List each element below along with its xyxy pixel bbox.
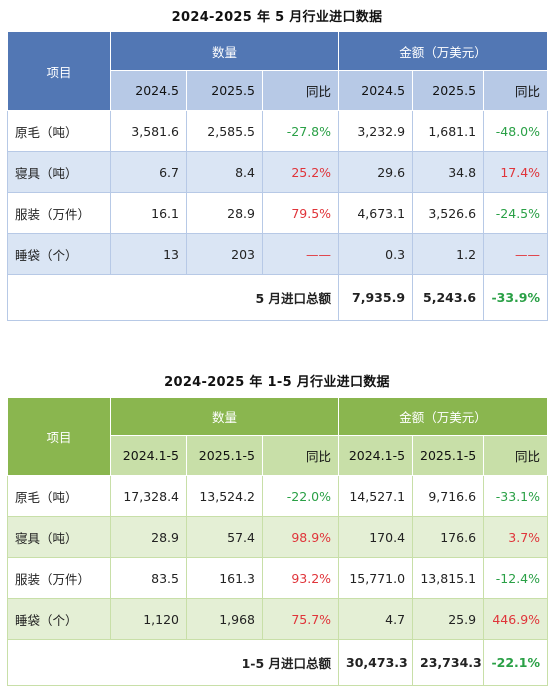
table2-title: 2024-2025 年 1-5 月行业进口数据: [164, 375, 390, 390]
may-import-table: 项目 数量 金额（万美元） 2024.5 2025.5 同比 2024.5 20…: [6, 31, 549, 321]
yoy-value: 446.9%: [483, 598, 549, 640]
row-label: 睡袋（个）: [7, 598, 111, 640]
table-row: 服装（万件） 16.1 28.9 79.5% 4,673.1 3,526.6 -…: [7, 192, 549, 234]
table-row: 寝具（吨） 28.9 57.4 98.9% 170.4 176.6 3.7%: [7, 516, 549, 558]
col-header: 2025.1-5: [412, 435, 485, 476]
col-header: 同比: [261, 435, 340, 476]
cell-value: 4.7: [338, 598, 414, 640]
yoy-value: -22.0%: [261, 475, 340, 517]
cell-value: 17,328.4: [110, 475, 187, 517]
yoy-value: 75.7%: [261, 598, 340, 640]
yoy-value: 17.4%: [483, 151, 549, 193]
yoy-value: -12.4%: [483, 557, 549, 599]
amount-header: 金额（万美元）: [338, 397, 549, 436]
table-row: 睡袋（个） 13 203 —— 0.3 1.2 ——: [7, 233, 549, 275]
cell-value: 176.6: [412, 516, 485, 558]
yoy-value: -27.8%: [261, 110, 340, 152]
row-label: 原毛（吨）: [7, 475, 111, 517]
cell-value: 3,581.6: [110, 110, 187, 152]
col-header: 同比: [483, 70, 549, 111]
row-label: 服装（万件）: [7, 192, 111, 234]
table-row: 原毛（吨） 17,328.4 13,524.2 -22.0% 14,527.1 …: [7, 475, 549, 517]
total-value: 23,734.3: [412, 639, 485, 686]
cell-value: 15,771.0: [338, 557, 414, 599]
cell-value: 1,681.1: [412, 110, 485, 152]
col-header: 同比: [261, 70, 340, 111]
table-row: 寝具（吨） 6.7 8.4 25.2% 29.6 34.8 17.4%: [7, 151, 549, 193]
cell-value: 28.9: [186, 192, 263, 234]
cell-value: 3,232.9: [338, 110, 414, 152]
yoy-value: -24.5%: [483, 192, 549, 234]
col-header: 2025.5: [186, 70, 263, 111]
col-header: 2024.1-5: [338, 435, 414, 476]
cell-value: 6.7: [110, 151, 187, 193]
table-row: 服装（万件） 83.5 161.3 93.2% 15,771.0 13,815.…: [7, 557, 549, 599]
jan-may-import-table: 项目 数量 金额（万美元） 2024.1-5 2025.1-5 同比 2024.…: [6, 397, 549, 686]
cell-value: 25.9: [412, 598, 485, 640]
cell-value: 28.9: [110, 516, 187, 558]
col-header: 2025.5: [412, 70, 485, 111]
total-value: 7,935.9: [338, 274, 414, 321]
table-row: 睡袋（个） 1,120 1,968 75.7% 4.7 25.9 446.9%: [7, 598, 549, 640]
yoy-value: -48.0%: [483, 110, 549, 152]
yoy-value: 79.5%: [261, 192, 340, 234]
cell-value: 3,526.6: [412, 192, 485, 234]
row-label: 寝具（吨）: [7, 151, 111, 193]
total-row: 1-5 月进口总额 30,473.3 23,734.3 -22.1%: [6, 639, 549, 686]
cell-value: 16.1: [110, 192, 187, 234]
total-label: 5 月进口总额: [6, 274, 340, 321]
amount-header: 金额（万美元）: [338, 31, 549, 71]
yoy-value: 98.9%: [261, 516, 340, 558]
total-label: 1-5 月进口总额: [6, 639, 340, 686]
yoy-value: 25.2%: [261, 151, 340, 193]
cell-value: 8.4: [186, 151, 263, 193]
quantity-header: 数量: [109, 31, 340, 71]
row-label: 原毛（吨）: [7, 110, 111, 152]
yoy-value: -33.1%: [483, 475, 549, 517]
col-header: 2024.1-5: [110, 435, 187, 476]
cell-value: 2,585.5: [186, 110, 263, 152]
yoy-value: ——: [261, 233, 340, 275]
row-label: 睡袋（个）: [7, 233, 111, 275]
cell-value: 57.4: [186, 516, 263, 558]
col-header: 同比: [483, 435, 549, 476]
total-value: 30,473.3: [338, 639, 414, 686]
total-value: 5,243.6: [412, 274, 485, 321]
cell-value: 170.4: [338, 516, 414, 558]
row-label: 服装（万件）: [7, 557, 111, 599]
total-yoy: -33.9%: [483, 274, 549, 321]
cell-value: 1,968: [186, 598, 263, 640]
cell-value: 0.3: [338, 233, 414, 275]
total-yoy: -22.1%: [483, 639, 549, 686]
cell-value: 13,524.2: [186, 475, 263, 517]
cell-value: 83.5: [110, 557, 187, 599]
quantity-header: 数量: [109, 397, 340, 436]
row-label: 寝具（吨）: [7, 516, 111, 558]
yoy-value: ——: [483, 233, 549, 275]
col-header: 2024.5: [338, 70, 414, 111]
cell-value: 13,815.1: [412, 557, 485, 599]
cell-value: 14,527.1: [338, 475, 414, 517]
cell-value: 1.2: [412, 233, 485, 275]
cell-value: 4,673.1: [338, 192, 414, 234]
cell-value: 9,716.6: [412, 475, 485, 517]
cell-value: 29.6: [338, 151, 414, 193]
item-header: 项目: [7, 31, 111, 111]
cell-value: 13: [110, 233, 187, 275]
yoy-value: 3.7%: [483, 516, 549, 558]
yoy-value: 93.2%: [261, 557, 340, 599]
cell-value: 161.3: [186, 557, 263, 599]
table-row: 原毛（吨） 3,581.6 2,585.5 -27.8% 3,232.9 1,6…: [7, 110, 549, 152]
total-row: 5 月进口总额 7,935.9 5,243.6 -33.9%: [6, 274, 549, 321]
col-header: 2024.5: [110, 70, 187, 111]
col-header: 2025.1-5: [186, 435, 263, 476]
cell-value: 1,120: [110, 598, 187, 640]
item-header: 项目: [7, 397, 111, 476]
cell-value: 203: [186, 233, 263, 275]
table1-title: 2024-2025 年 5 月行业进口数据: [171, 10, 383, 25]
cell-value: 34.8: [412, 151, 485, 193]
